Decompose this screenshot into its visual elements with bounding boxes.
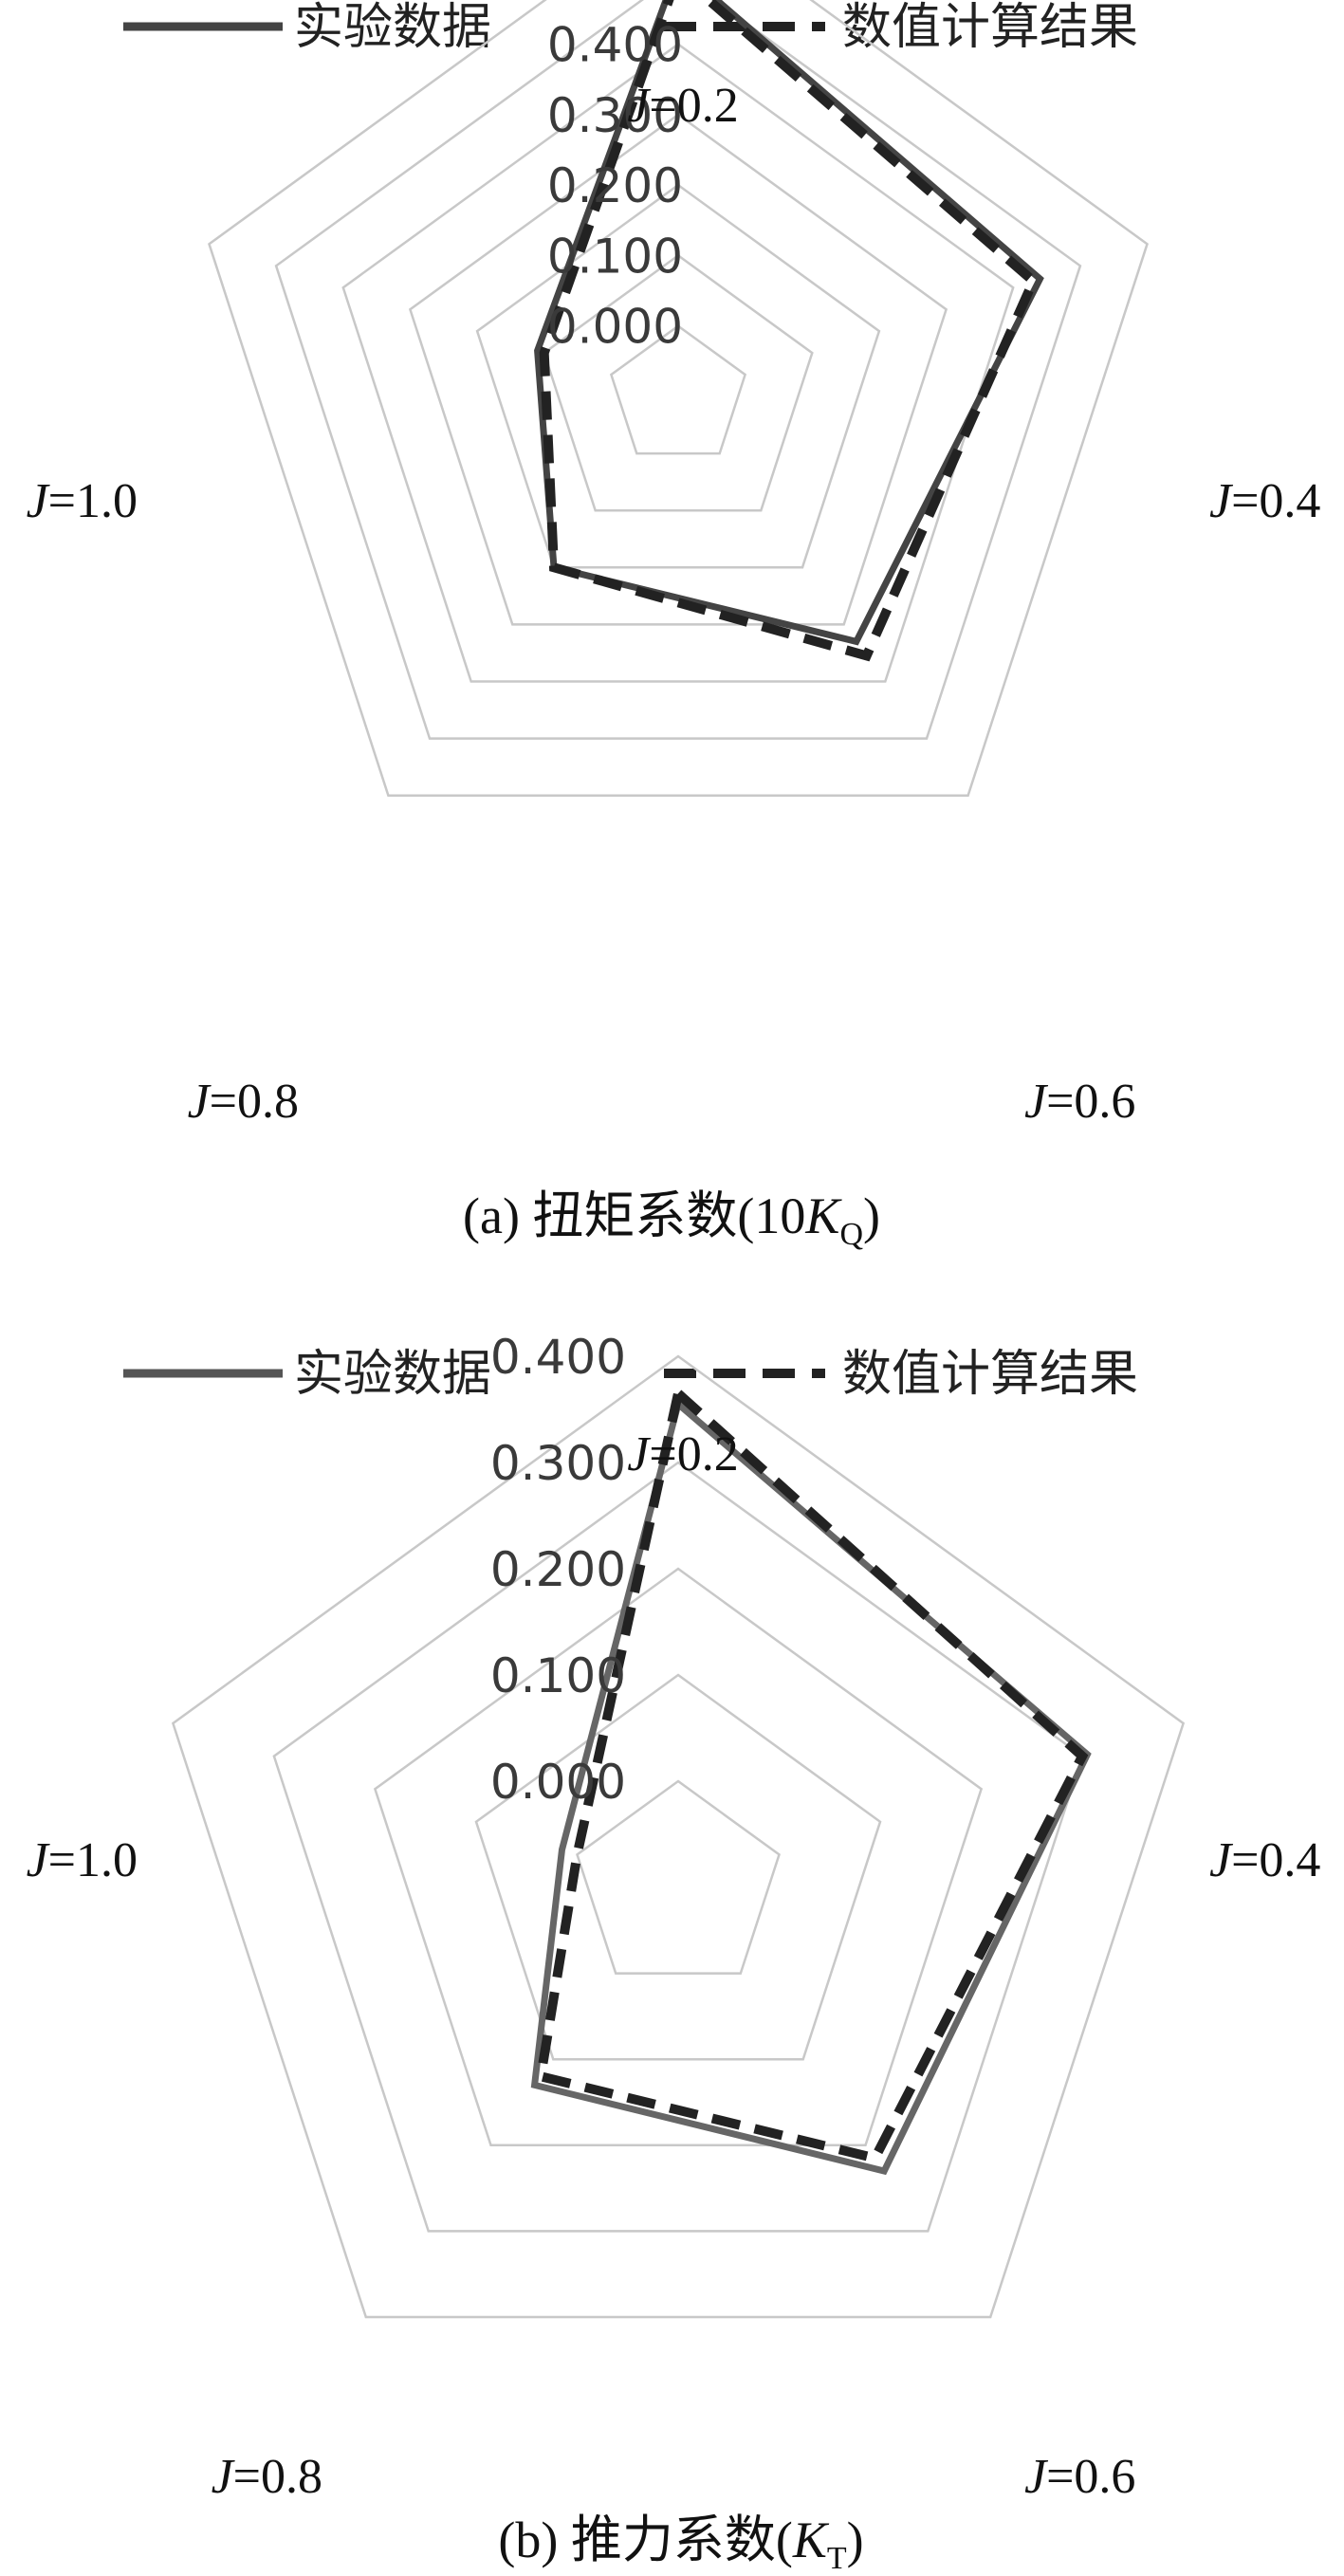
- axis-label: J=0.2: [627, 79, 738, 133]
- grid-ring-3: [475, 183, 881, 569]
- axis-labels-b: J=0.2 J=0.4 J=0.6 J=0.8 J=1.0: [27, 1427, 1321, 2504]
- series-a: [534, 0, 1044, 662]
- series-numerical-line: [535, 1384, 1089, 2164]
- tick-label: 0.200: [547, 158, 683, 213]
- grid-ring-4: [272, 1461, 1084, 2233]
- legend-a-experimental-label: 实验数据: [294, 0, 491, 56]
- grid-ring-4: [408, 113, 948, 626]
- axis-labels-a: J=0.2 J=0.4 J=0.6 J=0.8 J=1.0: [27, 79, 1321, 1129]
- grid-ring-6: [274, 0, 1082, 740]
- axis-label: J=0.4: [1209, 1833, 1320, 1887]
- panel-a-torque-coefficient: 实验数据 数值计算结果 0.000 0.100 0.200 0.300 0.400 0.5…: [27, 0, 1321, 1252]
- tick-label: 0.100: [490, 1648, 626, 1703]
- tick-label: 0.000: [547, 300, 683, 355]
- tick-label: 0.400: [490, 1330, 626, 1385]
- tick-label: 0.300: [547, 88, 683, 143]
- axis-label: J=0.2: [627, 1427, 738, 1481]
- series-b: [530, 1384, 1092, 2176]
- tick-label: 0.400: [547, 18, 683, 73]
- legend-a-numerical-label: 数值计算结果: [842, 0, 1138, 56]
- grid-b: [171, 1354, 1186, 2319]
- axis-label: J=0.8: [188, 1075, 299, 1129]
- axis-label: J=0.6: [1024, 1075, 1135, 1129]
- caption-b: (b) 推力系数(KT): [498, 2512, 863, 2576]
- panel-b-thrust-coefficient: 实验数据 数值计算结果 0.000 0.100 0.200 0.300 0.400 J=…: [27, 1330, 1321, 2576]
- grid-ring-2: [543, 253, 814, 512]
- legend-b-experimental-label: 实验数据: [294, 1346, 491, 1403]
- tick-label: 0.100: [547, 229, 683, 284]
- series-numerical-line: [539, 0, 1040, 662]
- tick-label: 0.000: [490, 1755, 626, 1810]
- axis-label: J=0.4: [1209, 474, 1320, 528]
- tick-label: 0.200: [490, 1542, 626, 1597]
- tick-labels-b: 0.000 0.100 0.200 0.300 0.400: [490, 1330, 626, 1810]
- grid-ring-7: [208, 0, 1149, 797]
- grid-ring-1: [576, 1779, 781, 1975]
- series-experimental-line: [534, 0, 1044, 646]
- axis-label: J=1.0: [27, 474, 138, 528]
- grid-ring-2: [474, 1673, 882, 2061]
- axis-label: J=0.8: [212, 2450, 322, 2504]
- grid-ring-5: [341, 43, 1015, 683]
- legend-b-numerical-label: 数值计算结果: [842, 1346, 1138, 1403]
- grid-ring-1: [609, 324, 747, 455]
- tick-label: 0.300: [490, 1436, 626, 1491]
- legend-b: 实验数据 数值计算结果: [123, 1346, 1138, 1403]
- tick-label: 0.500: [547, 0, 683, 2]
- axis-label: J=0.6: [1024, 2450, 1135, 2504]
- grid-a: [208, 0, 1149, 797]
- grid-ring-3: [373, 1567, 984, 2147]
- axis-label: J=1.0: [27, 1833, 138, 1887]
- caption-a: (a) 扭矩系数(10KQ): [463, 1187, 880, 1252]
- grid-ring-5: [171, 1354, 1186, 2319]
